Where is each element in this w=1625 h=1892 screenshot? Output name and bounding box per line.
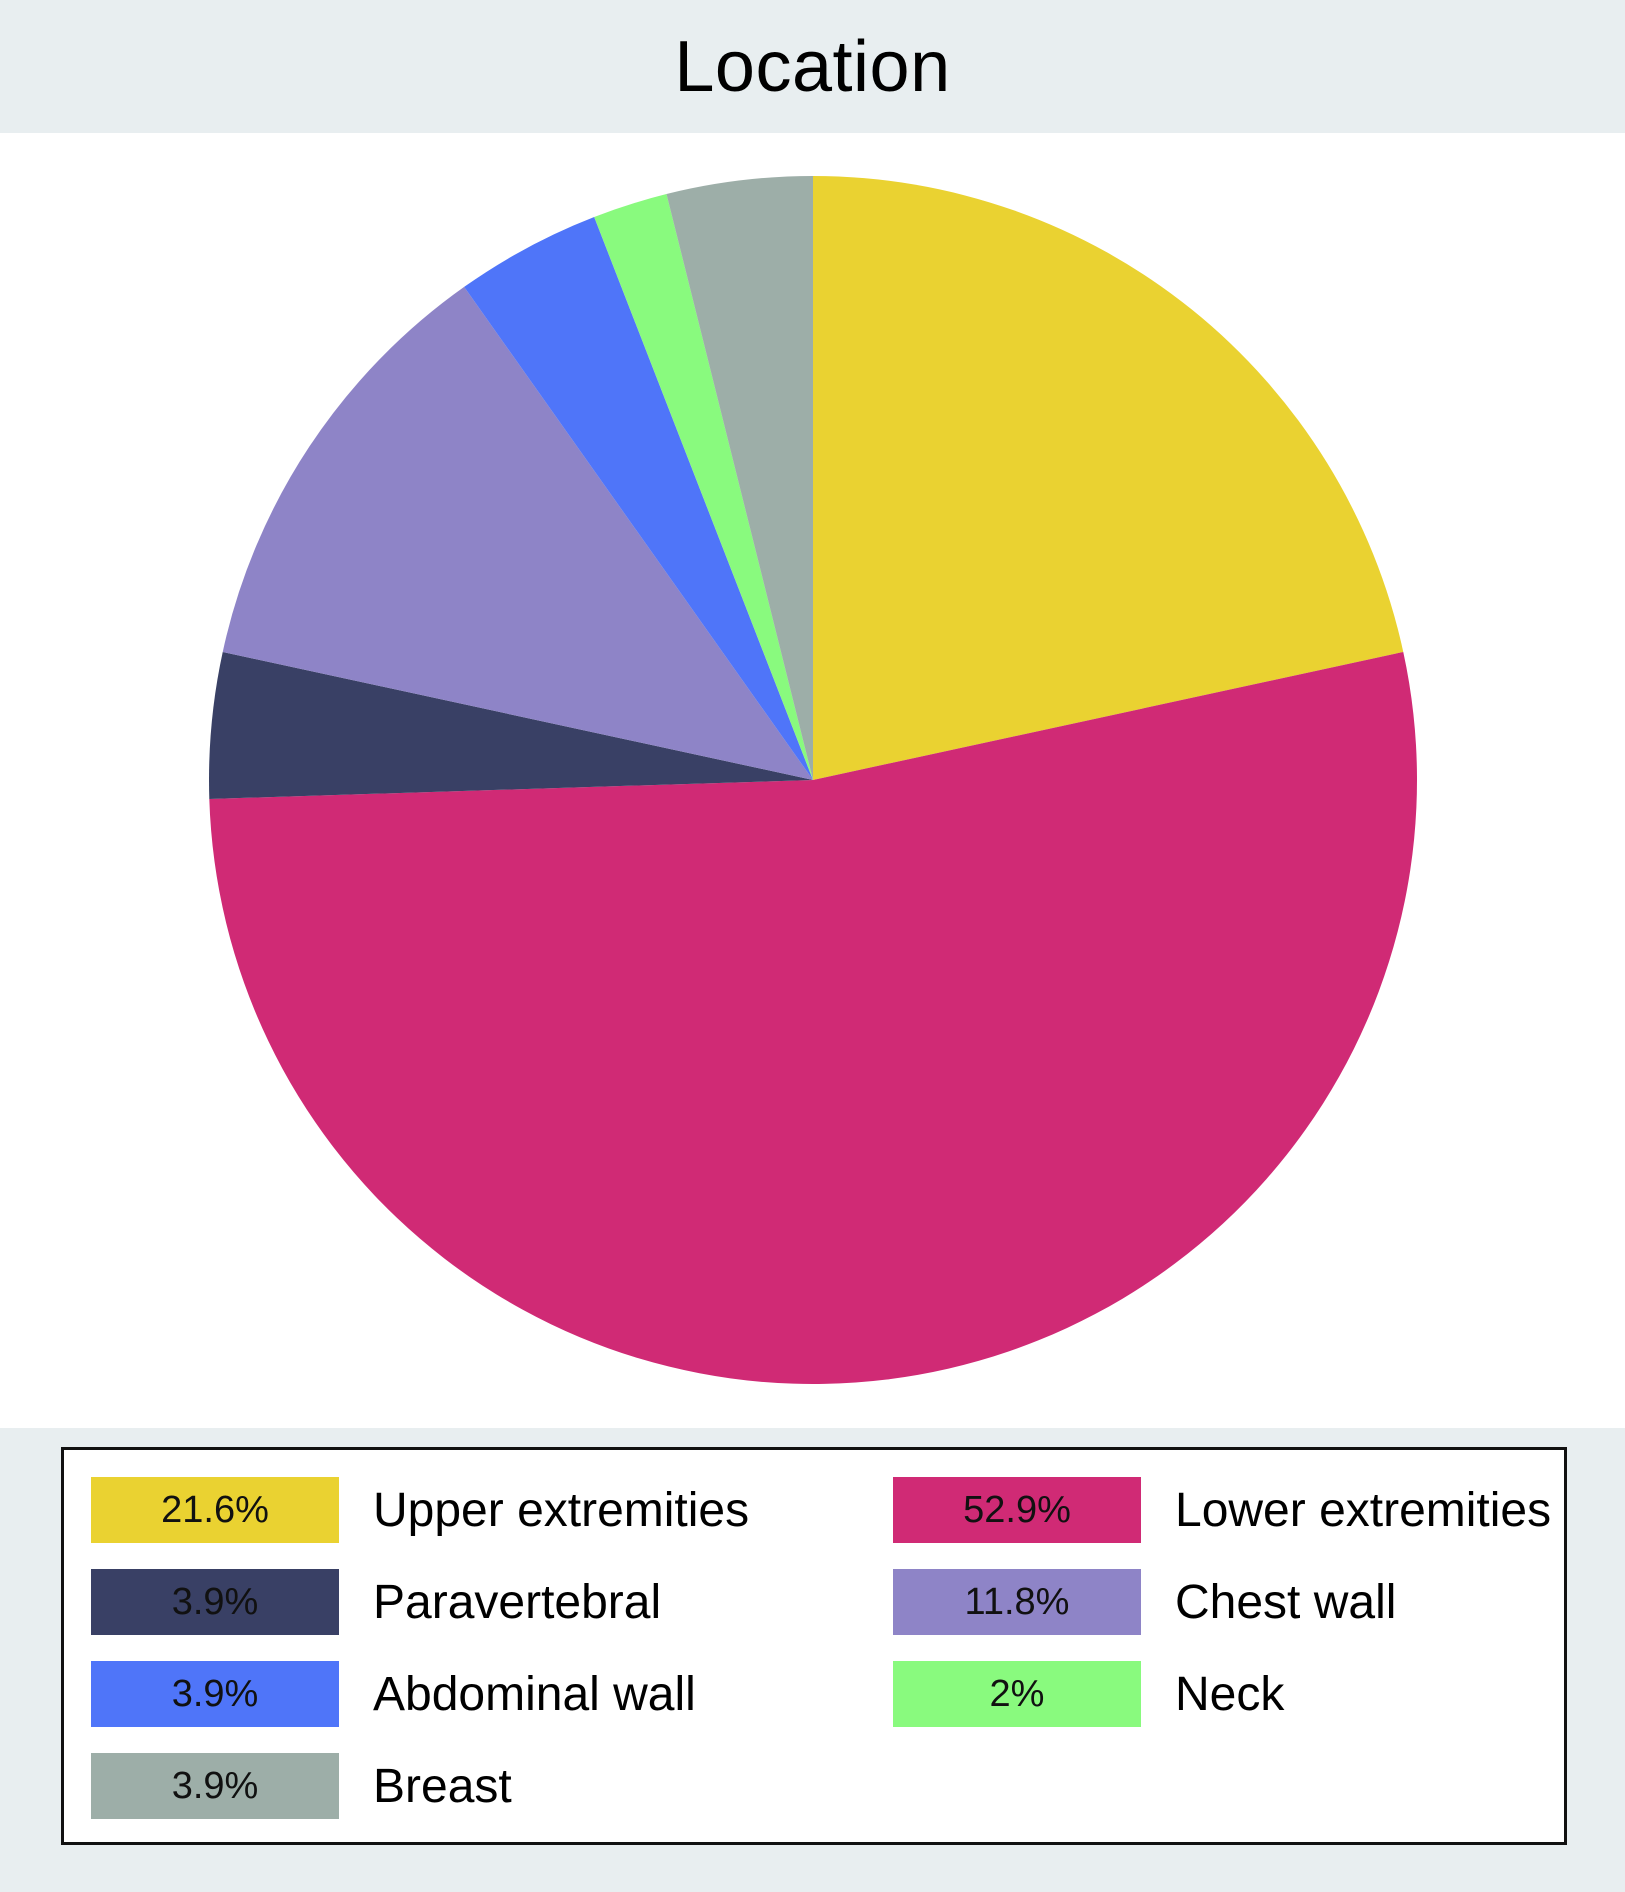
legend: 21.6% Upper extremities 52.9% Lower extremi… <box>61 1447 1567 1845</box>
legend-swatch: 3.9% <box>91 1569 339 1635</box>
legend-label: Breast <box>373 1759 512 1813</box>
legend-swatch: 21.6% <box>91 1477 339 1543</box>
legend-label: Neck <box>1175 1667 1285 1721</box>
legend-swatch: 11.8% <box>893 1569 1141 1635</box>
legend-label: Abdominal wall <box>373 1667 696 1721</box>
pie-slice-upper-extremities <box>813 176 1404 780</box>
pie-slice-abdominal-wall <box>464 217 813 780</box>
pie-slices <box>209 176 1418 1385</box>
legend-label: Upper extremities <box>373 1483 750 1537</box>
legend-swatch: 3.9% <box>91 1661 339 1727</box>
pie-chart <box>209 176 1418 1385</box>
chart-title: Location <box>674 26 951 107</box>
pie-slice-chest-wall <box>222 286 814 780</box>
pie-slice-paravertebral <box>209 651 813 799</box>
legend-label: Chest wall <box>1175 1575 1397 1629</box>
legend-swatch: 3.9% <box>91 1753 339 1819</box>
legend-swatch: 2% <box>893 1661 1141 1727</box>
title-band <box>0 0 1625 133</box>
legend-swatch: 52.9% <box>893 1477 1141 1543</box>
legend-label: Paravertebral <box>373 1575 662 1629</box>
pie-slice-neck <box>594 194 813 781</box>
legend-label: Lower extremities <box>1175 1483 1552 1537</box>
pie-slice-breast <box>666 176 813 780</box>
pie-slice-lower-extremities <box>209 651 1418 1385</box>
